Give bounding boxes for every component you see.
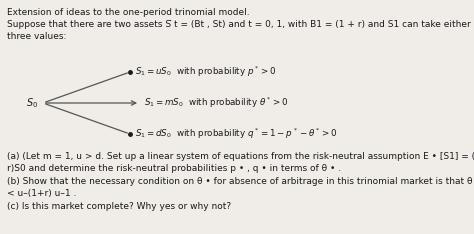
Text: $S_1 = uS_0$  with probability $p^* > 0$: $S_1 = uS_0$ with probability $p^* > 0$: [135, 65, 277, 79]
Text: Extension of ideas to the one-period trinomial model.: Extension of ideas to the one-period tri…: [7, 8, 250, 17]
Text: (c) Is this market complete? Why yes or why not?: (c) Is this market complete? Why yes or …: [7, 202, 231, 211]
Text: (b) Show that the necessary condition on θ • for absence of arbitrage in this tr: (b) Show that the necessary condition on…: [7, 177, 474, 198]
Text: $S_0$: $S_0$: [26, 96, 38, 110]
Text: $S_1 = dS_0$  with probability $q^* = 1 - p^* - \theta^* > 0$: $S_1 = dS_0$ with probability $q^* = 1 -…: [135, 127, 338, 141]
Text: (a) (Let m = 1, u > d. Set up a linear system of equations from the risk-neutral: (a) (Let m = 1, u > d. Set up a linear s…: [7, 152, 474, 173]
Text: Suppose that there are two assets S̅ t = (Bt , St) and t = 0, 1, with B1 = (1 + : Suppose that there are two assets S̅ t =…: [7, 20, 474, 41]
Text: $S_1 = mS_0$  with probability $\theta^* > 0$: $S_1 = mS_0$ with probability $\theta^* …: [144, 96, 289, 110]
